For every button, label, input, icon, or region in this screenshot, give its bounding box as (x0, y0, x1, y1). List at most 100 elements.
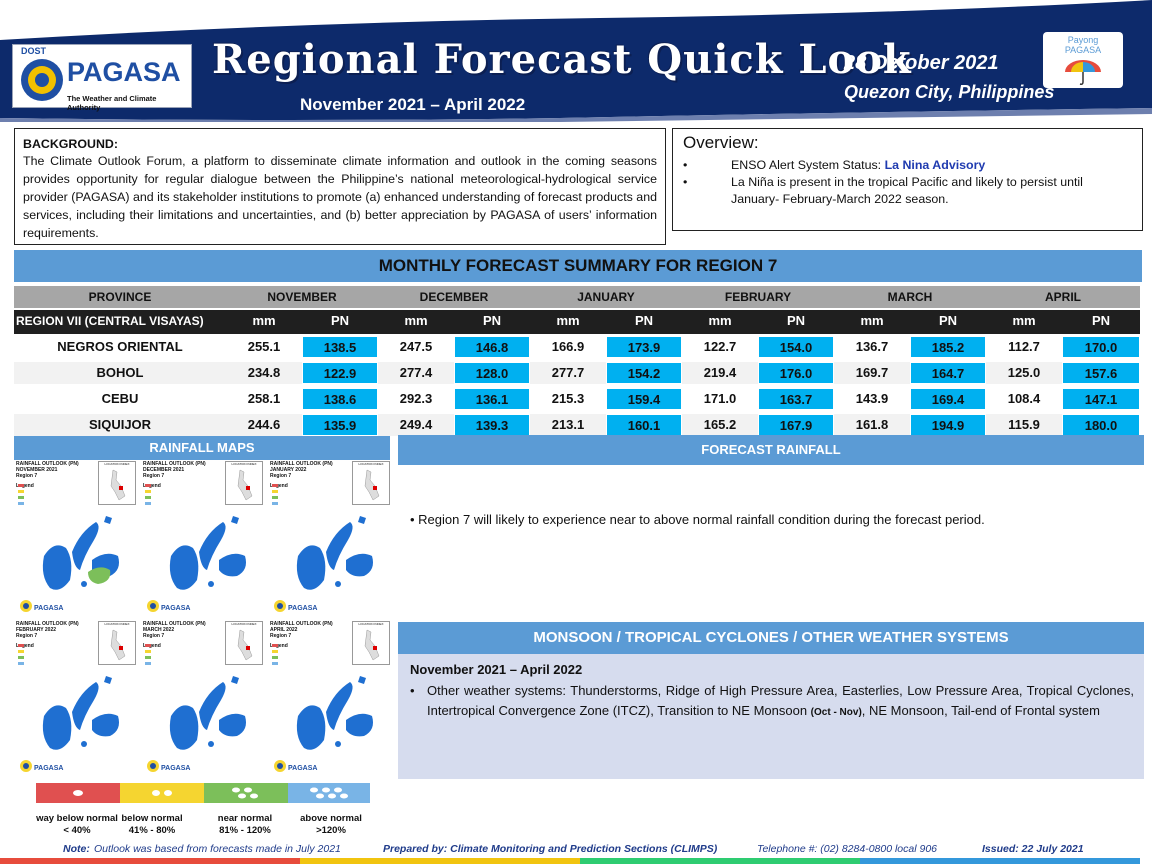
issue-date: 28 October 2021 (844, 52, 999, 74)
payong-pagasa-logo: Payong PAGASA (1043, 32, 1123, 88)
footer-color-stripe (0, 858, 1140, 864)
map-month: DECEMBER 2021 (143, 467, 185, 473)
month-header: MARCH (887, 290, 933, 304)
philippines-icon (364, 469, 380, 501)
legend-range: 81% - 120% (219, 825, 271, 836)
map-legend-title: Legend (143, 483, 161, 489)
pn-cell: 173.9 (606, 336, 682, 358)
pagasa-seal-icon (21, 59, 63, 101)
map-title: RAINFALL OUTLOOK (PN) (16, 621, 79, 627)
map-month: NOVEMBER 2021 (16, 467, 58, 473)
philippines-icon (110, 629, 126, 661)
location-index-box: LOCATION INDEX (225, 621, 263, 665)
region-label: REGION VII (CENTRAL VISAYAS) (16, 314, 204, 328)
mm-cell: 292.3 (378, 388, 454, 410)
legend-text: way below normal (36, 813, 118, 824)
mm-cell: 165.2 (682, 414, 758, 436)
region7-map-icon: PAGASA (272, 484, 373, 612)
unit-mm: mm (252, 313, 276, 328)
map-title: RAINFALL OUTLOOK (PN) (270, 461, 333, 467)
weather-systems-text: Other weather systems: Thunderstorms, Ri… (410, 681, 1134, 723)
table-row: CEBU 258.1 138.6 292.3 136.1 215.3 159.4 171.0 1… (14, 388, 1140, 412)
page-title: Regional Forecast Quick Look (212, 36, 912, 83)
location-index-label: LOCATION INDEX (104, 622, 130, 626)
footer-note-label: Note: (63, 843, 90, 855)
pn-cell: 185.2 (910, 336, 986, 358)
month-header: JANUARY (577, 290, 635, 304)
mm-cell: 249.4 (378, 414, 454, 436)
province-cell: CEBU (101, 391, 139, 406)
weather-systems-section: November 2021 – April 2022 Other weather… (398, 654, 1144, 779)
region7-map-icon: PAGASA (145, 644, 246, 772)
location-index-box: LOCATION INDEX (352, 461, 390, 505)
rainfall-legend (36, 783, 370, 803)
pn-cell: 136.1 (454, 388, 530, 410)
logo-tagline: The Weather and Climate Authority (67, 94, 157, 112)
footer-issued: Issued: 22 July 2021 (982, 843, 1084, 855)
monthly-forecast-table: PROVINCE NOVEMBER DECEMBER JANUARY FEBRU… (14, 286, 1140, 438)
map-logo-text: PAGASA (288, 765, 317, 772)
background-text: The Climate Outlook Forum, a platform to… (23, 154, 657, 240)
pn-cell: 180.0 (1062, 414, 1140, 436)
systems-text-small: (Oct - Nov) (810, 707, 862, 718)
pn-cell: 169.4 (910, 388, 986, 410)
mm-cell: 108.4 (986, 388, 1062, 410)
forecast-period: November 2021 – April 2022 (300, 95, 526, 114)
map-logo-text: PAGASA (161, 605, 190, 612)
enso-status: La Nina Advisory (884, 158, 986, 172)
unit-pn: PN (938, 313, 958, 328)
map-title: RAINFALL OUTLOOK (PN) (270, 621, 333, 627)
pn-cell: 194.9 (910, 414, 986, 436)
mm-cell: 143.9 (834, 388, 910, 410)
month-header: DECEMBER (419, 290, 489, 304)
unit-pn: PN (1091, 313, 1111, 328)
region7-map-icon: PAGASA (272, 644, 373, 772)
table-row: NEGROS ORIENTAL 255.1 138.5 247.5 146.8 166.9… (14, 336, 1140, 360)
rainfall-map-panel: RAINFALL OUTLOOK (PN) FEBRUARY 2022 Region… (14, 620, 136, 778)
footer: Note: Outlook was based from forecasts m… (0, 843, 1152, 859)
location-index-box: LOCATION INDEX (225, 461, 263, 505)
issue-place: Quezon City, Philippines (844, 82, 1055, 102)
mm-cell: 169.7 (834, 362, 910, 384)
map-region: Region 7 (16, 633, 38, 639)
pagasa-logo: DOST PAGASA The Weather and Climate Auth… (12, 44, 192, 112)
legend-text: below normal (121, 813, 183, 824)
background-section: BACKGROUND: The Climate Outlook Forum, a… (14, 128, 666, 245)
unit-mm: mm (556, 313, 580, 328)
mm-cell: 125.0 (986, 362, 1062, 384)
unit-pn: PN (482, 313, 502, 328)
mm-cell: 112.7 (986, 336, 1062, 358)
month-header: APRIL (1045, 290, 1081, 304)
pn-cell: 157.6 (1062, 362, 1140, 384)
pn-cell: 154.0 (758, 336, 834, 358)
mm-cell: 255.1 (226, 336, 302, 358)
mm-cell: 171.0 (682, 388, 758, 410)
rainfall-map-panel: RAINFALL OUTLOOK (PN) APRIL 2022 Region 7 L… (268, 620, 390, 778)
legend-range: < 40% (63, 825, 91, 836)
month-header: NOVEMBER (267, 290, 337, 304)
pn-cell: 139.3 (454, 414, 530, 436)
unit-mm: mm (860, 313, 884, 328)
map-legend-title: Legend (270, 643, 288, 649)
map-legend-title: Legend (16, 483, 34, 489)
philippines-icon (237, 629, 253, 661)
province-cell: NEGROS ORIENTAL (57, 339, 183, 354)
rainfall-maps-grid: RAINFALL OUTLOOK (PN) NOVEMBER 2021 Region… (14, 460, 390, 780)
location-index-label: LOCATION INDEX (231, 622, 257, 626)
logo-name: PAGASA (67, 57, 181, 87)
pn-cell: 128.0 (454, 362, 530, 384)
pn-cell: 122.9 (302, 362, 378, 384)
mm-cell: 258.1 (226, 388, 302, 410)
unit-pn: PN (786, 313, 806, 328)
map-logo-text: PAGASA (34, 605, 63, 612)
systems-text-b: , NE Monsoon, Tail-end of Frontal system (861, 703, 1100, 718)
payong-line1: Payong (1067, 35, 1099, 45)
unit-pn: PN (634, 313, 654, 328)
pn-cell: 164.7 (910, 362, 986, 384)
pn-cell: 135.9 (302, 414, 378, 436)
header-banner (0, 0, 1152, 122)
map-month: JANUARY 2022 (270, 467, 307, 473)
rainfall-map-panel: RAINFALL OUTLOOK (PN) MARCH 2022 Region 7 L… (141, 620, 263, 778)
map-region: Region 7 (270, 633, 292, 639)
table-row: BOHOL 234.8 122.9 277.4 128.0 277.7 154.2 219.4… (14, 362, 1140, 386)
